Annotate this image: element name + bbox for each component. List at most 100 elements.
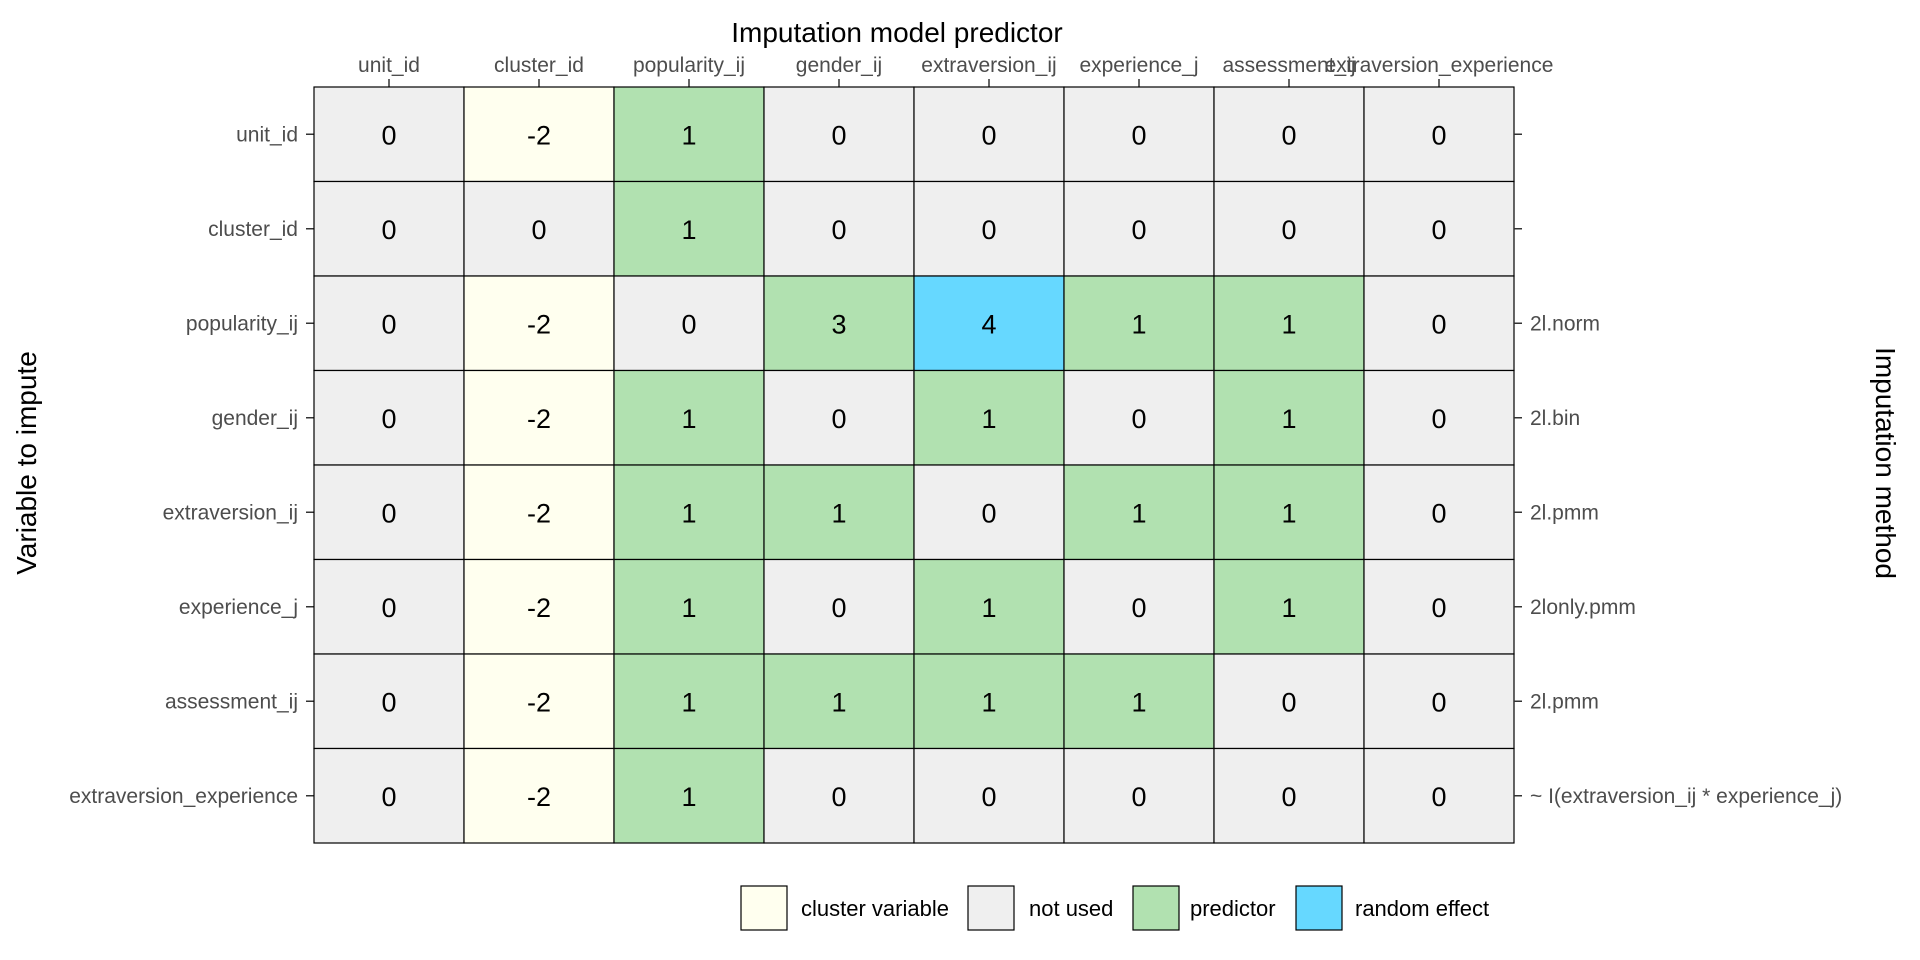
legend-key-random-effect <box>1295 885 1343 931</box>
cell-value: -2 <box>527 782 551 812</box>
cell-experience-j-gender-ij <box>763 558 915 655</box>
column-label-extraversion-experience: extraversion_experience <box>1325 54 1554 77</box>
cell-assessment-ij-assessment-ij <box>1213 653 1365 750</box>
row-label-extraversion-ij: extraversion_ij <box>163 501 298 524</box>
column-label-experience-j: experience_j <box>1079 54 1198 77</box>
cell-value: 1 <box>1281 498 1296 528</box>
cell-value: 1 <box>681 593 696 623</box>
cell-extraversion-ij-extraversion-experience <box>1363 464 1515 561</box>
cell-value: 0 <box>1431 404 1446 434</box>
cell-value: 0 <box>381 593 396 623</box>
cell-unit-id-extraversion-experience <box>1363 86 1515 183</box>
cell-value: 0 <box>1431 120 1446 150</box>
cell-value: 0 <box>831 404 846 434</box>
cell-value: 1 <box>981 593 996 623</box>
cell-popularity-ij-popularity-ij <box>613 275 765 372</box>
cell-value: 0 <box>1431 687 1446 717</box>
cell-gender-ij-extraversion-ij <box>913 369 1065 466</box>
cell-popularity-ij-gender-ij <box>763 275 915 372</box>
column-label-extraversion-ij: extraversion_ij <box>921 54 1056 77</box>
row-label-extraversion-experience: extraversion_experience <box>69 785 298 808</box>
cell-value: 1 <box>1131 309 1146 339</box>
cell-value: 0 <box>831 782 846 812</box>
cell-value: 0 <box>831 215 846 245</box>
method-labels: 2l.norm 2l.bin 2l.pmm 2lonly.pmm 2l.pmm ~ I(e… <box>1514 133 1842 808</box>
cell-cluster-id-extraversion-experience <box>1363 180 1515 277</box>
cell-value: 1 <box>981 687 996 717</box>
cell-value: 0 <box>981 782 996 812</box>
cell-extraversion-experience-unit-id <box>313 747 465 844</box>
cell-value: 1 <box>1131 687 1146 717</box>
method-label-extraversion-experience: ~ I(extraversion_ij * experience_j) <box>1530 785 1842 808</box>
cell-value: -2 <box>527 120 551 150</box>
method-label-experience-j: 2lonly.pmm <box>1530 596 1636 619</box>
cell-value: 0 <box>1131 120 1146 150</box>
cell-extraversion-experience-cluster-id <box>463 747 615 844</box>
cell-experience-j-extraversion-ij <box>913 558 1065 655</box>
cell-value: 0 <box>1281 120 1296 150</box>
cell-extraversion-experience-experience-j <box>1063 747 1215 844</box>
legend-label-not-used: not used <box>1029 896 1113 921</box>
cell-value: 1 <box>1281 404 1296 434</box>
cell-cluster-id-extraversion-ij <box>913 180 1065 277</box>
cell-value: 0 <box>381 404 396 434</box>
cell-extraversion-experience-gender-ij <box>763 747 915 844</box>
cell-value: 0 <box>1431 215 1446 245</box>
cell-value: 0 <box>1281 687 1296 717</box>
cell-value: 0 <box>1131 593 1146 623</box>
row-label-cluster-id: cluster_id <box>208 218 298 241</box>
legend-key-cluster-variable <box>740 885 788 931</box>
cell-value: -2 <box>527 687 551 717</box>
cell-cluster-id-experience-j <box>1063 180 1215 277</box>
heatmap-cells: 0 -2 1 0 0 0 0 0 0 0 1 0 0 0 0 0 0 -2 0 3 4 1 1 0 0 -2 1 0 1 0 1 0 0 -2 1 1… <box>313 86 1515 844</box>
column-tick-labels: unit_id cluster_id popularity_ij gender_ij e… <box>358 54 1553 87</box>
cell-value: -2 <box>527 593 551 623</box>
cell-cluster-id-gender-ij <box>763 180 915 277</box>
legend-key-not-used <box>967 885 1015 931</box>
cell-popularity-ij-unit-id <box>313 275 465 372</box>
row-label-unit-id: unit_id <box>236 123 298 146</box>
cell-value: 0 <box>1131 404 1146 434</box>
cell-value: 1 <box>681 782 696 812</box>
cell-gender-ij-experience-j <box>1063 369 1215 466</box>
cell-value: 0 <box>381 215 396 245</box>
cell-assessment-ij-popularity-ij <box>613 653 765 750</box>
method-label-assessment-ij: 2l.pmm <box>1530 690 1599 713</box>
cell-extraversion-experience-extraversion-experience <box>1363 747 1515 844</box>
chart-title: Imputation model predictor <box>731 17 1063 48</box>
cell-value: 1 <box>681 120 696 150</box>
legend: cluster variable not used predictor random … <box>740 885 1489 931</box>
column-label-assessment-ij: assessment_ij <box>1222 54 1355 77</box>
cell-value: 0 <box>381 687 396 717</box>
cell-value: 1 <box>681 687 696 717</box>
cell-value: 1 <box>981 404 996 434</box>
legend-label-random-effect: random effect <box>1355 896 1489 921</box>
cell-value: 1 <box>1281 309 1296 339</box>
legend-key-predictor <box>1132 885 1180 931</box>
cell-assessment-ij-extraversion-ij <box>913 653 1065 750</box>
cell-value: 0 <box>531 215 546 245</box>
method-label-gender-ij: 2l.bin <box>1530 407 1580 430</box>
cell-assessment-ij-experience-j <box>1063 653 1215 750</box>
cell-cluster-id-assessment-ij <box>1213 180 1365 277</box>
cell-value: 0 <box>1131 782 1146 812</box>
column-label-unit-id: unit_id <box>358 54 420 77</box>
cell-value: 0 <box>831 120 846 150</box>
cell-value: 0 <box>381 120 396 150</box>
row-label-assessment-ij: assessment_ij <box>165 690 298 713</box>
cell-value: 0 <box>381 782 396 812</box>
cell-gender-ij-unit-id <box>313 369 465 466</box>
row-label-experience-j: experience_j <box>179 596 298 619</box>
row-label-popularity-ij: popularity_ij <box>186 312 298 335</box>
cell-value: 1 <box>681 404 696 434</box>
cell-value: 1 <box>681 498 696 528</box>
cell-value: 0 <box>1131 215 1146 245</box>
cell-value: 0 <box>831 593 846 623</box>
cell-gender-ij-cluster-id <box>463 369 615 466</box>
cell-value: -2 <box>527 309 551 339</box>
cell-value: 1 <box>1281 593 1296 623</box>
cell-assessment-ij-unit-id <box>313 653 465 750</box>
method-label-popularity-ij: 2l.norm <box>1530 312 1600 335</box>
cell-value: 0 <box>1431 593 1446 623</box>
cell-value: 0 <box>1431 782 1446 812</box>
